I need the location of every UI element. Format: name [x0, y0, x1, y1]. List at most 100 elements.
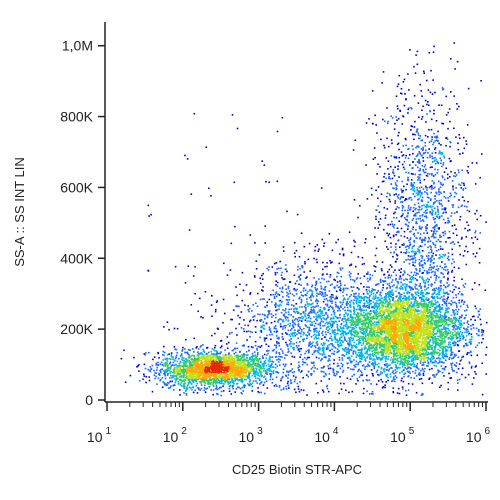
event-dot: [468, 351, 470, 354]
event-dot: [392, 378, 395, 380]
event-dot: [374, 317, 376, 320]
event-dot: [353, 310, 355, 312]
event-dot: [248, 372, 251, 374]
event-dot: [265, 357, 267, 359]
event-dot: [422, 347, 425, 349]
event-dot: [432, 304, 435, 306]
event-dot: [393, 317, 395, 319]
event-dot: [243, 359, 245, 361]
event-dot: [329, 300, 332, 303]
event-dot: [186, 372, 188, 374]
event-dot: [403, 358, 405, 361]
event-dot: [384, 386, 386, 389]
event-dot: [372, 349, 374, 352]
event-dot: [450, 377, 452, 379]
event-dot: [409, 289, 412, 291]
event-dot: [454, 344, 457, 346]
event-dot: [438, 318, 441, 320]
event-dot: [208, 356, 210, 358]
event-dot: [198, 359, 201, 362]
event-dot: [235, 342, 238, 344]
event-dot: [202, 369, 205, 372]
event-dot: [259, 383, 261, 385]
event-dot: [244, 358, 247, 361]
event-dot: [364, 325, 367, 327]
event-dot: [447, 293, 450, 295]
event-dot: [421, 367, 424, 370]
event-dot: [355, 308, 358, 311]
event-dot: [158, 373, 161, 376]
event-dot: [362, 322, 365, 325]
event-dot: [395, 300, 398, 302]
event-dot: [454, 316, 457, 319]
event-dot: [402, 362, 404, 365]
event-dot: [347, 302, 349, 305]
event-dot: [406, 285, 408, 288]
event-dot: [226, 378, 229, 381]
event-dot: [425, 293, 427, 295]
event-dot: [403, 318, 405, 320]
event-dot: [458, 327, 461, 330]
event-dot: [343, 355, 346, 357]
event-dot: [444, 335, 446, 338]
event-dot: [249, 378, 251, 381]
event-dot: [398, 338, 401, 340]
event-dot: [205, 356, 207, 358]
event-dot: [387, 325, 390, 328]
event-dot: [445, 322, 447, 325]
event-dot: [445, 307, 447, 310]
event-dot: [431, 356, 433, 359]
event-dot: [475, 373, 477, 375]
event-dot: [437, 335, 439, 338]
event-dot: [233, 361, 235, 364]
event-dot: [220, 390, 223, 393]
event-dot: [422, 307, 424, 310]
event-dot: [206, 359, 209, 361]
event-dot: [386, 331, 389, 334]
event-dot: [412, 363, 414, 365]
event-dot: [198, 364, 200, 366]
event-dot: [205, 360, 207, 362]
event-dot: [196, 387, 199, 389]
event-dot: [192, 354, 194, 357]
event-dot: [223, 371, 225, 373]
event-dot: [251, 358, 254, 360]
event-dot: [257, 387, 259, 389]
event-dot: [215, 363, 218, 366]
event-dot: [415, 341, 417, 344]
event-dot: [412, 336, 414, 338]
event-dot: [390, 274, 393, 277]
event-dot: [387, 355, 390, 358]
event-dot: [458, 323, 461, 326]
event-dot: [214, 356, 217, 359]
event-dot: [183, 359, 186, 362]
event-dot: [408, 298, 411, 301]
event-dot: [184, 379, 187, 381]
event-dot: [138, 370, 140, 372]
event-dot: [334, 297, 337, 299]
event-dot: [365, 334, 367, 337]
event-dot: [159, 378, 162, 381]
event-dot: [405, 336, 408, 339]
event-dot: [277, 361, 280, 363]
event-dot: [162, 359, 164, 361]
event-dot: [200, 384, 203, 386]
event-dot: [411, 314, 413, 317]
event-dot: [251, 354, 254, 357]
event-dot: [433, 341, 435, 344]
event-dot: [222, 379, 224, 382]
event-dot: [395, 322, 398, 325]
event-dot: [461, 299, 463, 302]
event-dot: [201, 366, 203, 368]
event-dot: [202, 371, 205, 373]
event-dot: [259, 371, 262, 373]
event-dot: [398, 303, 401, 305]
event-dot: [416, 332, 419, 335]
event-dot: [208, 378, 211, 380]
event-dot: [403, 375, 405, 378]
event-dot: [179, 364, 181, 367]
event-dot: [269, 358, 271, 361]
event-dot: [418, 378, 421, 381]
event-dot: [414, 286, 416, 288]
event-dot: [195, 357, 197, 360]
